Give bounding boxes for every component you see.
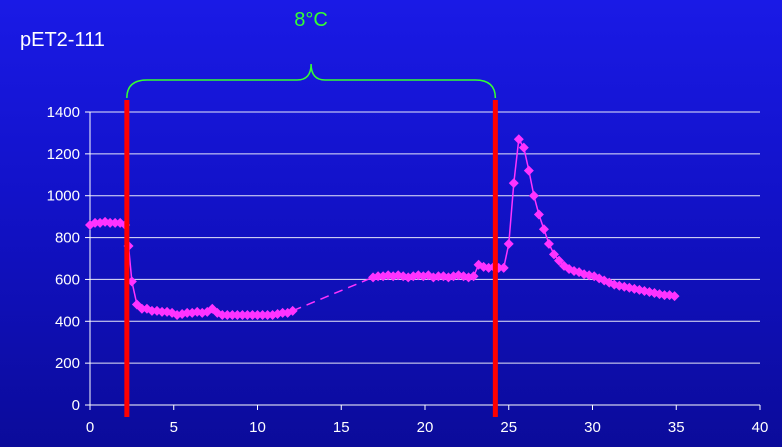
y-tick-label: 1000 [47,188,80,205]
data-point [217,310,228,321]
data-point [498,262,509,273]
y-tick-label: 200 [55,355,80,372]
x-tick-label: 35 [668,419,685,436]
y-tick-label: 1400 [47,104,80,121]
data-point [252,310,263,321]
x-tick-label: 15 [333,419,350,436]
data-point [227,310,238,321]
data-point [538,224,549,235]
data-point [533,209,544,220]
annotation-layer: 8°C [126,9,497,99]
data-point [554,255,564,266]
data-point [257,310,268,321]
data-point [237,310,248,321]
data-point [182,307,193,318]
data-point [528,190,539,201]
data-point [126,276,137,287]
vertical-markers [124,100,498,417]
y-tick-label: 800 [55,230,80,247]
x-tick-label: 20 [417,419,434,436]
data-point [277,307,288,318]
data-point [287,305,298,316]
x-tick-label: 30 [584,419,601,436]
data-point [548,249,559,260]
data-point [503,238,514,249]
data-point [523,165,534,176]
data-point [136,303,147,314]
series-layer [85,134,680,321]
y-tick-label: 600 [55,271,80,288]
data-point [373,271,384,282]
data-point [146,305,157,316]
y-tick-label: 0 [72,397,80,414]
series-line [89,221,293,316]
temperature-annotation: 8°C [294,9,328,31]
axes [89,112,761,410]
data-point [659,290,670,301]
data-point [513,134,524,145]
data-point [247,310,258,321]
series-line [292,276,374,312]
x-tick-label: 0 [86,419,94,436]
data-point [543,238,554,249]
data-point [157,306,168,317]
data-point [90,217,101,228]
x-tick-label: 40 [752,419,769,436]
data-point [105,217,116,228]
data-point [468,271,479,282]
data-point [433,271,444,282]
chart-title: pET2-111 [20,29,105,51]
data-point [222,310,233,321]
y-tick-label: 400 [55,313,80,330]
data-point [518,142,529,153]
data-point [669,291,680,302]
y-tick-labels: 0 200 400 600 800 1000 1200 1400 [47,104,80,414]
x-tick-label: 5 [170,419,178,436]
x-tick-label: 10 [249,419,266,436]
data-point [232,310,243,321]
grid-lines [85,111,760,406]
x-tick-labels: 0 5 10 15 20 25 30 35 40 [86,419,769,436]
data-point [262,310,273,321]
x-tick-label: 25 [500,419,517,436]
data-point [508,178,519,189]
y-tick-label: 1200 [47,146,80,163]
temperature-bracket [126,63,497,99]
data-point [242,310,253,321]
data-point [110,217,121,228]
